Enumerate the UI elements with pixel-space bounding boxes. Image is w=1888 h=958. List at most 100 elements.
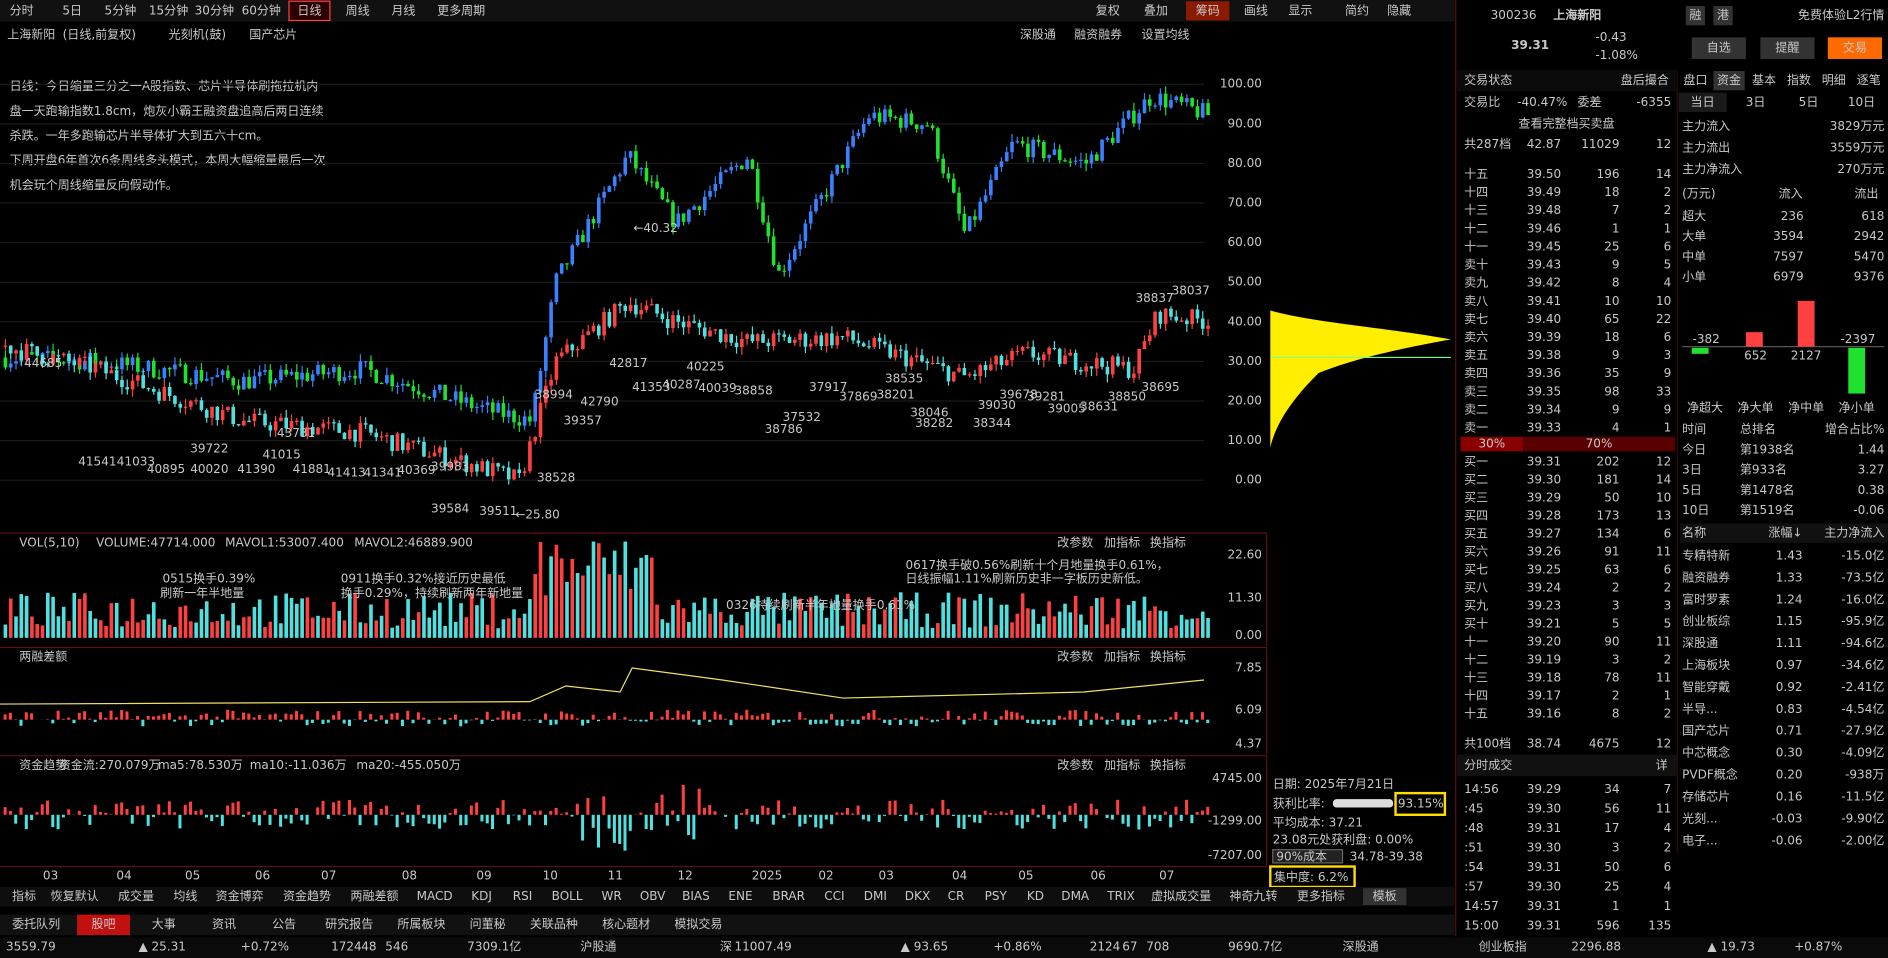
info-tab[interactable]: 核心题材 — [602, 917, 650, 931]
board-name[interactable]: 电子... — [1682, 833, 1718, 847]
info-tab[interactable]: 研究报告 — [325, 916, 373, 931]
funds-tab[interactable]: 基本 — [1752, 73, 1776, 87]
indicator-tab[interactable]: 成交量 — [118, 888, 154, 903]
indicator-tab[interactable]: 两融差额 — [350, 889, 398, 903]
board-name[interactable]: 光刻... — [1682, 811, 1718, 825]
indicator-tab[interactable]: DMI — [864, 889, 887, 903]
concept-tag[interactable]: 国产芯片 — [249, 27, 297, 41]
indicator-tab[interactable]: WR — [602, 889, 622, 903]
indicator-tab[interactable]: 虚拟成交量 — [1151, 888, 1211, 903]
header-link[interactable]: 深股通 — [1020, 27, 1056, 41]
info-tab[interactable]: 问董秘 — [470, 917, 506, 931]
info-tab[interactable]: 关联品种 — [530, 917, 578, 931]
period-tab[interactable]: 60分钟 — [242, 2, 281, 17]
action-button-label[interactable]: 提醒 — [1775, 40, 1799, 55]
period-tab[interactable]: 当日 — [1691, 95, 1715, 109]
info-tab[interactable]: 公告 — [272, 917, 296, 931]
period-tab[interactable]: 月线 — [391, 3, 415, 17]
period-tab[interactable]: 5日 — [62, 3, 82, 17]
indicator-tab[interactable]: OBV — [640, 889, 666, 903]
tool-button[interactable]: 筹码 — [1196, 3, 1220, 17]
indicator-tab[interactable]: CR — [948, 889, 965, 903]
board-name[interactable]: 中芯概念 — [1682, 745, 1730, 760]
indicator-tab[interactable]: KDJ — [471, 889, 492, 903]
l2-link[interactable]: 免费体验L2行情 — [1798, 7, 1884, 22]
board-name[interactable]: 智能穿戴 — [1682, 679, 1730, 694]
info-tab[interactable]: 大事 — [152, 917, 176, 931]
period-tab[interactable]: 15分钟 — [149, 2, 188, 17]
indicator-tab[interactable]: BRAR — [772, 889, 805, 903]
panel-button[interactable]: 改参数 — [1057, 757, 1093, 772]
tool-button[interactable]: 画线 — [1244, 3, 1268, 17]
label[interactable]: 详 — [1656, 757, 1668, 772]
tool-button[interactable]: 叠加 — [1144, 3, 1168, 17]
board-name[interactable]: 存储芯片 — [1682, 788, 1730, 803]
header-link[interactable]: 设置均线 — [1142, 27, 1190, 41]
indicator-tab[interactable]: PSY — [985, 889, 1008, 903]
indicator-tab[interactable]: DKX — [905, 889, 930, 903]
board-name[interactable]: 融资融券 — [1682, 569, 1730, 584]
panel-button[interactable]: 换指标 — [1150, 757, 1186, 772]
indicator-tab[interactable]: 模板 — [1373, 889, 1397, 903]
full-book-link[interactable]: 查看完整档买卖盘 — [1518, 115, 1614, 130]
period-tab[interactable]: 5分钟 — [105, 2, 137, 17]
indicator-tab[interactable]: 均线 — [173, 889, 197, 903]
panel-button[interactable]: 加指标 — [1104, 649, 1140, 664]
board-name[interactable]: 富时罗素 — [1682, 591, 1730, 606]
period-tab[interactable]: 分时 — [10, 3, 34, 17]
panel-button[interactable]: 换指标 — [1150, 534, 1186, 549]
board-name[interactable]: 深股通 — [1682, 636, 1718, 650]
indicator-tab[interactable]: BIAS — [682, 889, 710, 903]
period-tab[interactable]: 日线 — [297, 3, 321, 17]
tool-button[interactable]: 隐藏 — [1387, 3, 1411, 17]
indicator-tab[interactable]: 神奇九转 — [1229, 888, 1277, 903]
funds-tab[interactable]: 明细 — [1822, 73, 1846, 87]
indicator-tab[interactable]: 恢复默认 — [51, 888, 99, 903]
tool-button[interactable]: 简约 — [1345, 2, 1369, 17]
indicator-tab[interactable]: CCI — [824, 889, 844, 903]
board-name[interactable]: 上海板块 — [1682, 657, 1730, 672]
board-name[interactable]: 国产芯片 — [1682, 724, 1730, 738]
funds-tab[interactable]: 指数 — [1787, 72, 1811, 87]
tool-button[interactable]: 显示 — [1288, 3, 1312, 17]
info-tab[interactable]: 资讯 — [212, 917, 236, 931]
period-tab[interactable]: 更多周期 — [437, 3, 485, 17]
panel-button[interactable]: 换指标 — [1150, 649, 1186, 664]
panel-button[interactable]: 改参数 — [1057, 534, 1093, 549]
funds-tab[interactable]: 资金 — [1717, 72, 1741, 87]
board-name[interactable]: PVDF概念 — [1682, 767, 1738, 782]
indicator-tab[interactable]: BOLL — [552, 889, 583, 903]
info-tab[interactable]: 模拟交易 — [674, 916, 722, 931]
funds-tab[interactable]: 逐笔 — [1857, 72, 1881, 87]
panel-button[interactable]: 加指标 — [1104, 534, 1140, 549]
panel-button[interactable]: 改参数 — [1057, 649, 1093, 664]
info-tab[interactable]: 委托队列 — [12, 916, 60, 931]
action-button-label[interactable]: 自选 — [1707, 41, 1731, 55]
indicator-tab[interactable]: 资金博弈 — [216, 888, 264, 903]
board-name[interactable]: 专精特新 — [1682, 548, 1730, 563]
indicator-tab[interactable]: MACD — [417, 889, 453, 903]
indicator-tab[interactable]: RSI — [513, 889, 533, 903]
header-link[interactable]: 融资融券 — [1074, 26, 1122, 41]
period-tab[interactable]: 3日 — [1746, 95, 1766, 109]
board-name[interactable]: 创业板综 — [1682, 614, 1730, 628]
period-tab[interactable]: 周线 — [346, 3, 370, 17]
action-button-label[interactable]: 交易 — [1843, 40, 1867, 55]
indicator-tab[interactable]: 指标 — [12, 888, 36, 903]
panel-button[interactable]: 加指标 — [1104, 757, 1140, 772]
label[interactable]: 90%成本 — [1276, 849, 1327, 863]
funds-tab[interactable]: 盘口 — [1683, 72, 1707, 87]
indicator-tab[interactable]: ENE — [728, 889, 752, 903]
indicator-tab[interactable]: TRIX — [1106, 889, 1134, 903]
tool-button[interactable]: 复权 — [1096, 3, 1120, 17]
indicator-tab[interactable]: KD — [1027, 889, 1044, 903]
period-tab[interactable]: 30分钟 — [195, 2, 234, 17]
concept-tag[interactable]: 光刻机(鼓) — [169, 27, 226, 41]
indicator-tab[interactable]: DMA — [1061, 889, 1090, 903]
board-name[interactable]: 半导... — [1682, 702, 1718, 716]
info-tab[interactable]: 股吧 — [92, 917, 116, 931]
period-tab[interactable]: 5日 — [1799, 95, 1819, 109]
indicator-tab[interactable]: 资金趋势 — [283, 888, 331, 903]
period-tab[interactable]: 10日 — [1848, 95, 1875, 109]
info-tab[interactable]: 所属板块 — [397, 917, 445, 931]
